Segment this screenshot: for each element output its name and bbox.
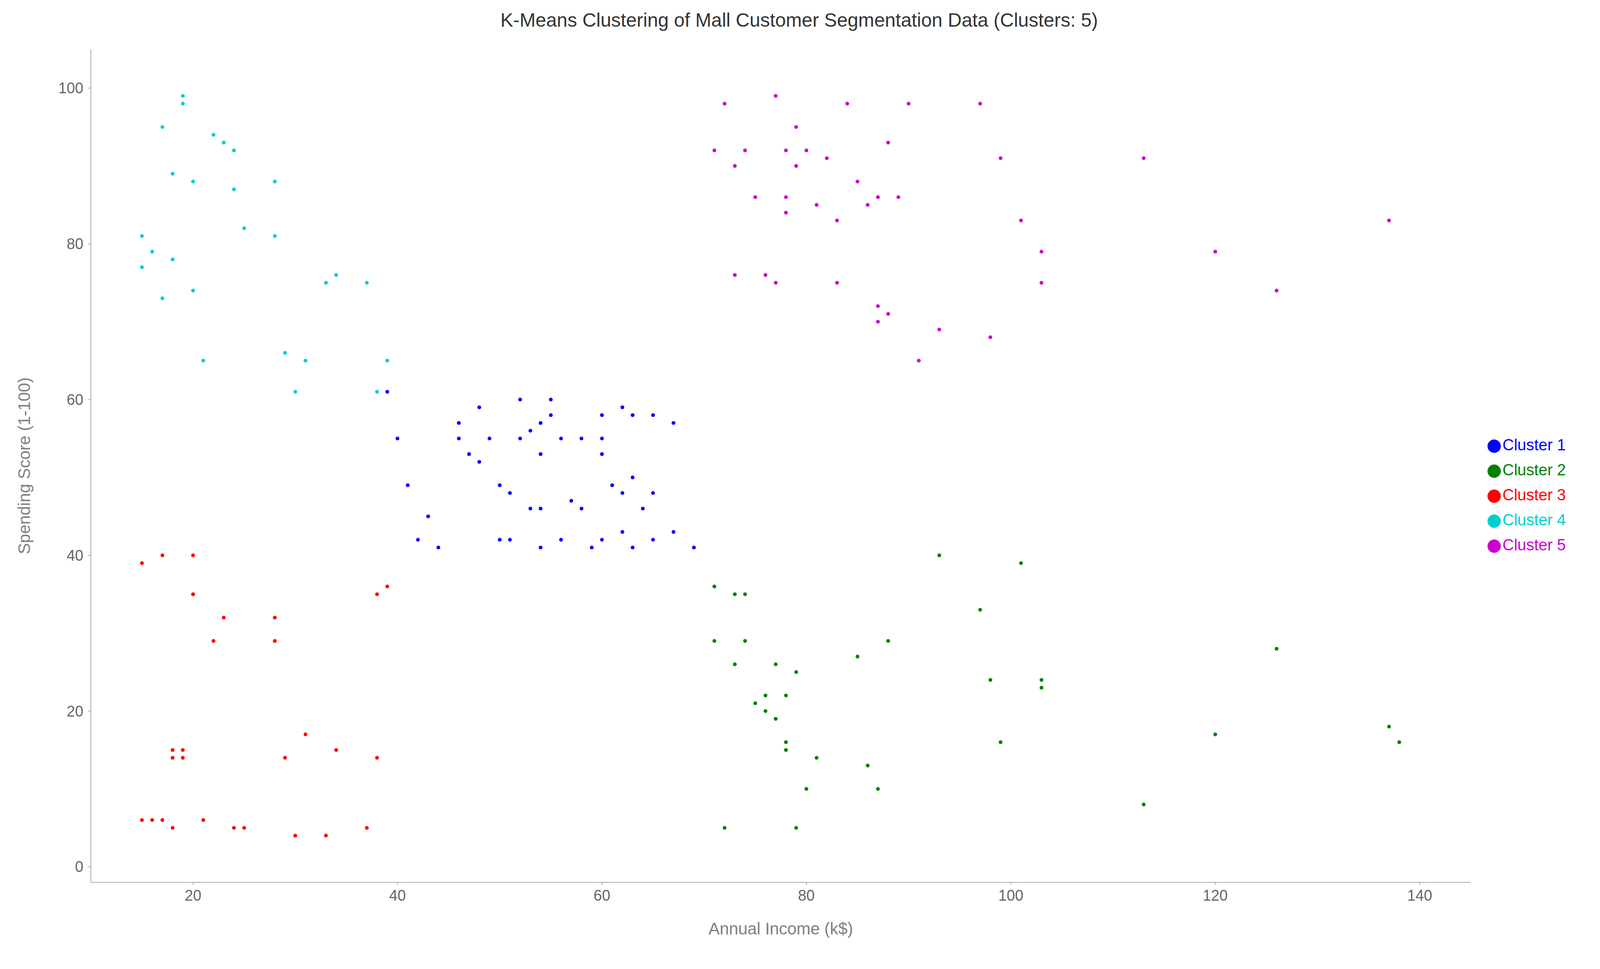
html-text:Cluster 5: Cluster 5: [1502, 536, 1566, 554]
svg-text:0: 0: [75, 858, 84, 876]
svg-text:40: 40: [389, 887, 406, 905]
svg-text:120: 120: [1202, 887, 1228, 905]
svg-text:60: 60: [593, 887, 611, 905]
svg-text:Spending Score (1-100): Spending Score (1-100): [15, 377, 34, 555]
svg-text:80: 80: [66, 235, 84, 253]
html-text:Cluster 3: Cluster 3: [1502, 486, 1566, 504]
html-text:Cluster 2: Cluster 2: [1502, 461, 1566, 479]
svg-text:80: 80: [797, 887, 815, 905]
svg-text:100: 100: [998, 887, 1024, 905]
svg-text:40: 40: [66, 547, 84, 565]
svg-text:100: 100: [58, 79, 84, 97]
html-text:Cluster 1: Cluster 1: [1502, 436, 1566, 454]
svg-text:60: 60: [66, 391, 84, 409]
svg-text:Annual Income (k$): Annual Income (k$): [708, 919, 854, 938]
svg-text:20: 20: [184, 887, 202, 905]
html-text:Cluster 4: Cluster 4: [1502, 511, 1566, 529]
svg-text:20: 20: [66, 702, 84, 720]
svg-text:140: 140: [1407, 887, 1433, 905]
html-text:K-Means Clustering of Mall Cus: K-Means Clustering of Mall Customer Segm…: [500, 9, 1098, 31]
